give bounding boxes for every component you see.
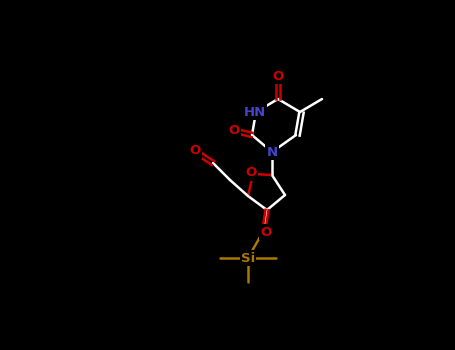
Text: O: O — [228, 125, 240, 138]
Text: O: O — [189, 145, 201, 158]
Text: HN: HN — [244, 105, 266, 119]
Text: Si: Si — [241, 252, 255, 265]
Text: O: O — [260, 225, 272, 238]
Text: O: O — [273, 70, 283, 83]
Text: O: O — [245, 167, 257, 180]
Text: N: N — [267, 146, 278, 159]
